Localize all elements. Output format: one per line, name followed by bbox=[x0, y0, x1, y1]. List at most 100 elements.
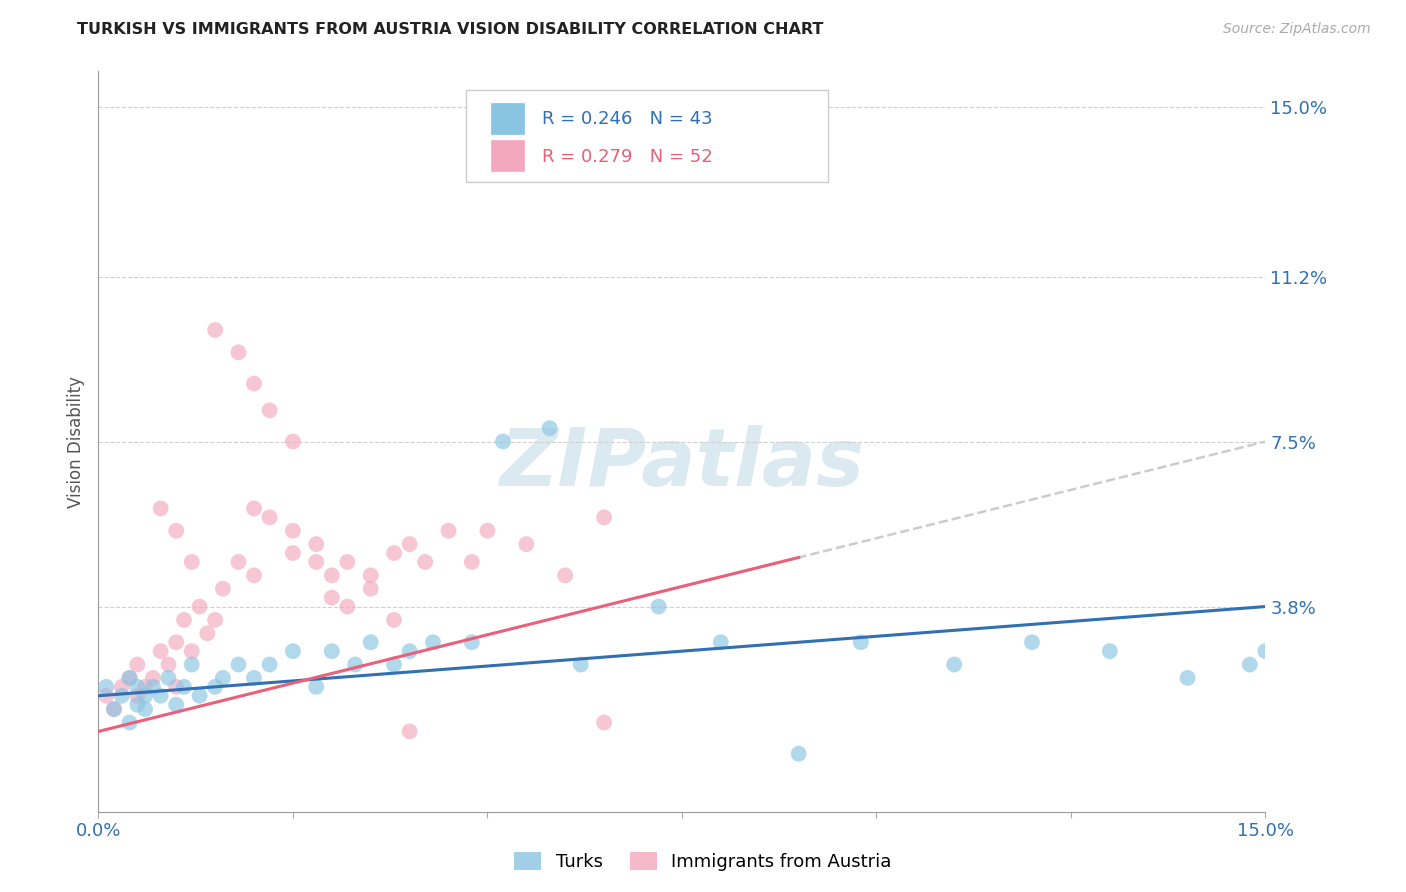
Point bbox=[134, 680, 156, 694]
Point bbox=[111, 680, 134, 694]
Point bbox=[103, 702, 125, 716]
FancyBboxPatch shape bbox=[465, 90, 828, 183]
Point bbox=[204, 613, 226, 627]
Point bbox=[142, 671, 165, 685]
Point bbox=[422, 635, 444, 649]
Point bbox=[134, 689, 156, 703]
Point bbox=[259, 510, 281, 524]
Point bbox=[165, 680, 187, 694]
Point bbox=[157, 657, 180, 672]
Point bbox=[787, 747, 810, 761]
Text: Source: ZipAtlas.com: Source: ZipAtlas.com bbox=[1223, 22, 1371, 37]
Y-axis label: Vision Disability: Vision Disability bbox=[66, 376, 84, 508]
Point bbox=[180, 555, 202, 569]
Point bbox=[165, 524, 187, 538]
Point bbox=[127, 698, 149, 712]
Point bbox=[243, 568, 266, 582]
Point bbox=[165, 635, 187, 649]
Point bbox=[281, 434, 304, 449]
Point bbox=[569, 657, 592, 672]
Point bbox=[538, 421, 561, 435]
Point bbox=[243, 501, 266, 516]
Point bbox=[157, 671, 180, 685]
Point bbox=[398, 537, 420, 551]
Point bbox=[149, 644, 172, 658]
Point bbox=[103, 702, 125, 716]
Point bbox=[437, 524, 460, 538]
Point bbox=[461, 555, 484, 569]
Point bbox=[228, 555, 250, 569]
Point bbox=[228, 657, 250, 672]
Point bbox=[118, 715, 141, 730]
Legend: Turks, Immigrants from Austria: Turks, Immigrants from Austria bbox=[508, 845, 898, 879]
Point bbox=[259, 657, 281, 672]
Point bbox=[382, 613, 405, 627]
Point bbox=[188, 599, 211, 614]
Point bbox=[398, 724, 420, 739]
Point bbox=[413, 555, 436, 569]
Point bbox=[360, 635, 382, 649]
Point bbox=[281, 524, 304, 538]
Text: R = 0.246   N = 43: R = 0.246 N = 43 bbox=[541, 111, 713, 128]
Point bbox=[173, 680, 195, 694]
Point bbox=[173, 613, 195, 627]
Text: ZIPatlas: ZIPatlas bbox=[499, 425, 865, 503]
Point bbox=[149, 689, 172, 703]
Point bbox=[243, 671, 266, 685]
Point bbox=[259, 403, 281, 417]
Point bbox=[336, 555, 359, 569]
Point bbox=[943, 657, 966, 672]
Point bbox=[710, 635, 733, 649]
Point bbox=[165, 698, 187, 712]
Point bbox=[1021, 635, 1043, 649]
Point bbox=[149, 501, 172, 516]
Point bbox=[134, 702, 156, 716]
Point bbox=[477, 524, 499, 538]
Point bbox=[398, 644, 420, 658]
Point bbox=[321, 591, 343, 605]
Point bbox=[204, 680, 226, 694]
Point bbox=[305, 537, 328, 551]
Point bbox=[593, 510, 616, 524]
Text: TURKISH VS IMMIGRANTS FROM AUSTRIA VISION DISABILITY CORRELATION CHART: TURKISH VS IMMIGRANTS FROM AUSTRIA VISIO… bbox=[77, 22, 824, 37]
Point bbox=[281, 546, 304, 560]
Point bbox=[1254, 644, 1277, 658]
Point bbox=[515, 537, 537, 551]
Point bbox=[96, 680, 118, 694]
Point bbox=[188, 689, 211, 703]
Point bbox=[647, 599, 669, 614]
Point bbox=[1239, 657, 1261, 672]
Point bbox=[118, 671, 141, 685]
Point bbox=[554, 568, 576, 582]
Point bbox=[360, 582, 382, 596]
Point bbox=[212, 582, 235, 596]
Point bbox=[204, 323, 226, 337]
Point bbox=[180, 657, 202, 672]
FancyBboxPatch shape bbox=[491, 140, 524, 171]
Point bbox=[849, 635, 872, 649]
Point bbox=[321, 644, 343, 658]
Point bbox=[212, 671, 235, 685]
Point bbox=[180, 644, 202, 658]
Text: R = 0.279   N = 52: R = 0.279 N = 52 bbox=[541, 147, 713, 166]
Point bbox=[382, 657, 405, 672]
FancyBboxPatch shape bbox=[491, 103, 524, 135]
Point bbox=[281, 644, 304, 658]
Point bbox=[336, 599, 359, 614]
Point bbox=[321, 568, 343, 582]
Point bbox=[111, 689, 134, 703]
Point bbox=[118, 671, 141, 685]
Point bbox=[492, 434, 515, 449]
Point bbox=[1177, 671, 1199, 685]
Point bbox=[305, 680, 328, 694]
Point bbox=[360, 568, 382, 582]
Point bbox=[228, 345, 250, 359]
Point bbox=[593, 715, 616, 730]
Point bbox=[96, 689, 118, 703]
Point bbox=[382, 546, 405, 560]
Point bbox=[243, 376, 266, 391]
Point bbox=[195, 626, 218, 640]
Point bbox=[142, 680, 165, 694]
Point bbox=[127, 689, 149, 703]
Point bbox=[127, 657, 149, 672]
